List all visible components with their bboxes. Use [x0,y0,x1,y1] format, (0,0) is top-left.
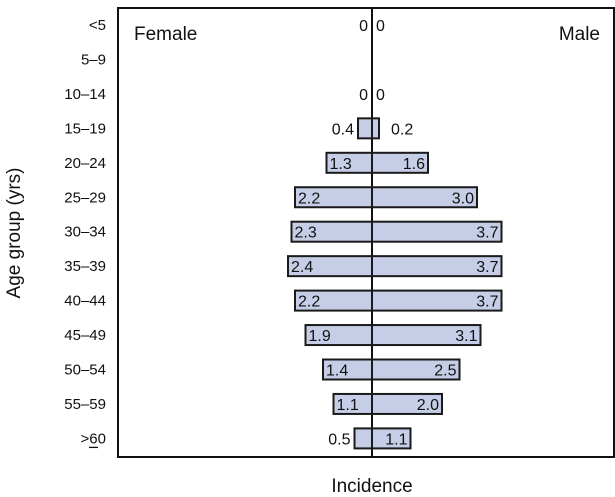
male-value-label-25-29: 3.0 [452,190,474,207]
y-tick-label-30-34: 30–34 [64,224,106,241]
male-value-label-50-54: 2.5 [434,363,456,380]
male-value-label-35-39: 3.7 [476,259,498,276]
value-labels: 0 00 00.4 0.21.3 1.62.2 3.02.3 3.72.4 3.72.2 3.7… [291,18,499,448]
female-side-label: Female [134,24,197,45]
male-bar-15-19 [371,117,380,140]
female-value-label-15-19: 0.4 [332,121,354,138]
male-bar-25-29 [371,186,478,209]
male-bar-40-44 [371,289,503,312]
y-tick-labels: <5 5–9 10–14 15–19 20–24 25–29 30–34 35–39 40–44… [64,17,106,449]
y-tick-label-60: >60 [81,430,106,447]
male-value-label-45-49: 3.1 [455,328,477,345]
y-tick-label-50-54: 50–54 [64,362,106,379]
female-value-label-25-29: 2.2 [298,190,320,207]
y-tick-label-55-59: 55–59 [64,396,106,413]
female-value-label-60: 0.5 [328,431,350,448]
female-value-label-50-54: 1.4 [326,363,348,380]
female-value-label-30-34: 2.3 [295,225,317,242]
female-value-label-55-59: 1.1 [337,397,359,414]
male-value-label-60: 1.1 [385,431,407,448]
male-value-label-20-24: 1.6 [403,156,425,173]
male-bar-20-24 [371,151,429,174]
female-value-label-10-14: 0 [359,87,368,104]
female-bar-15-19 [357,117,373,140]
male-value-label-15-19: 0.2 [391,121,413,138]
y-tick-label-20-24: 20–24 [64,155,106,172]
y-tick-label-10-14: 10–14 [64,86,106,103]
y-axis-title: Age group (yrs) [4,168,25,299]
female-value-label-45-49: 1.9 [309,328,331,345]
male-value-label-30-34: 3.7 [476,225,498,242]
y-tick-label-5: <5 [89,17,106,34]
y-tick-label-15-19: 15–19 [64,120,106,137]
male-bar-60 [371,427,412,450]
male-value-label-10-14: 0 [376,87,385,104]
male-bar-35-39 [371,255,503,278]
plot-frame [117,7,615,458]
y-tick-label-45-49: 45–49 [64,327,106,344]
y-tick-label-25-29: 25–29 [64,189,106,206]
male-bar-45-49 [371,324,482,347]
bar-series [287,117,503,450]
y-tick-label-5-9: 5–9 [81,51,106,68]
male-bar-50-54 [371,358,461,381]
female-value-label-40-44: 2.2 [298,294,320,311]
y-tick-label-40-44: 40–44 [64,293,106,310]
x-axis-title: Incidence [331,476,412,497]
female-value-label-20-24: 1.3 [330,156,352,173]
y-tick-label-35-39: 35–39 [64,258,106,275]
female-value-label-5: 0 [359,18,368,35]
female-value-label-35-39: 2.4 [291,259,313,276]
male-bar-55-59 [371,392,443,415]
male-side-label: Male [559,24,600,45]
female-bar-60 [353,427,373,450]
male-value-label-5: 0 [376,18,385,35]
male-bar-30-34 [371,220,503,243]
male-value-label-55-59: 2.0 [417,397,439,414]
male-value-label-40-44: 3.7 [476,294,498,311]
